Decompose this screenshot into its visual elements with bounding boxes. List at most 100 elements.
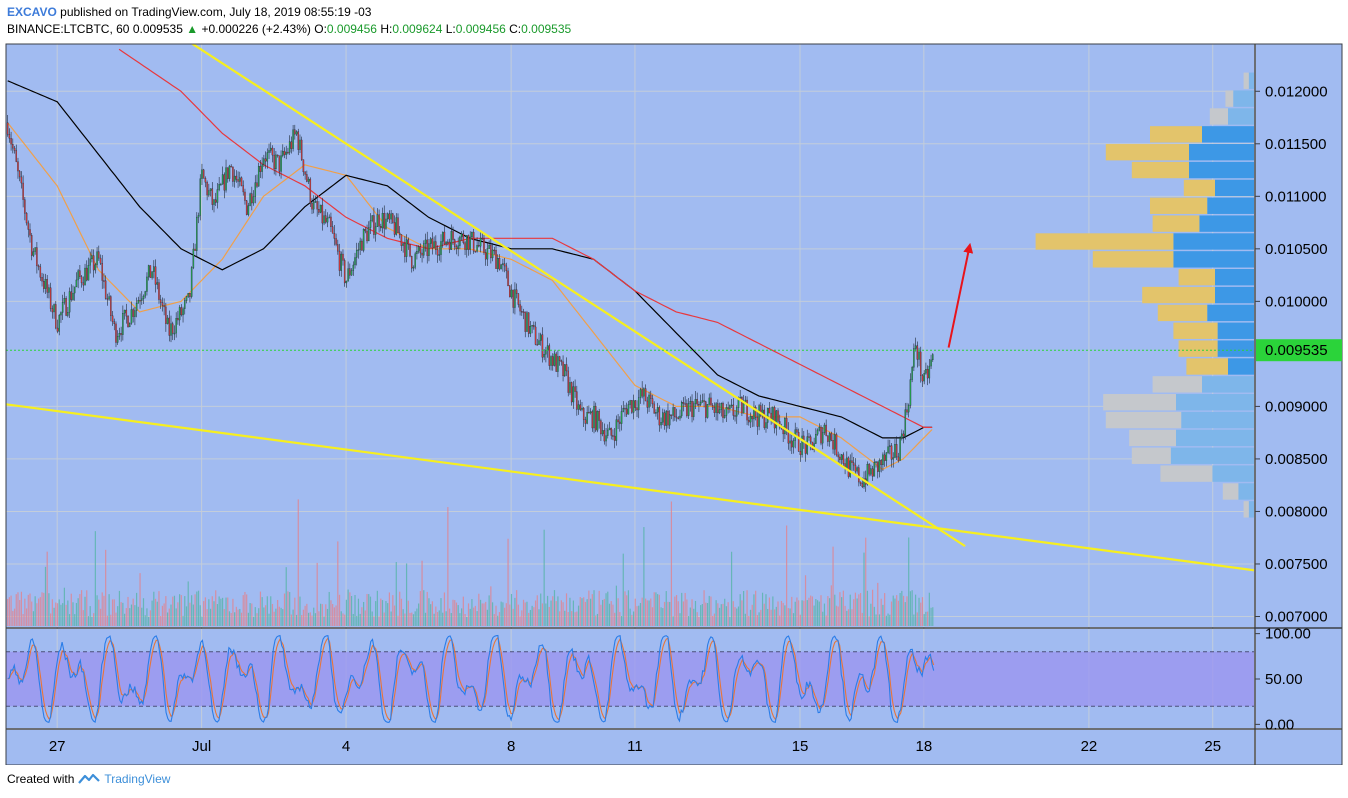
candle-body	[842, 454, 845, 464]
volume-bar	[608, 603, 611, 626]
candle-body	[75, 279, 78, 288]
volume-bar	[729, 616, 731, 626]
volume-bar	[796, 597, 798, 626]
volume-bar	[665, 591, 667, 626]
volume-bar	[887, 613, 889, 626]
volume-bar	[810, 595, 812, 626]
candle-body	[223, 174, 226, 191]
candle-body	[514, 289, 516, 308]
volume-bar	[423, 590, 425, 626]
volume-bar	[619, 612, 621, 626]
candle-body	[85, 267, 88, 281]
volume-bar	[258, 608, 260, 626]
volume-bar	[847, 609, 850, 626]
candle-body	[723, 415, 726, 418]
price-chart[interactable]: 0.012000 0.011500 0.011000 0.010500 0.010000…	[0, 40, 1348, 765]
candle-body	[259, 166, 262, 172]
candle-body	[729, 405, 731, 409]
candle-body	[171, 323, 174, 334]
candle-body	[658, 407, 661, 426]
volume-bar	[218, 596, 220, 626]
volume-bar	[70, 593, 72, 626]
volume-bar	[392, 595, 394, 626]
volume-bar	[32, 611, 35, 626]
volume-bar	[648, 600, 650, 626]
candle-body	[801, 435, 803, 455]
candle-body	[311, 203, 313, 210]
candle-body	[285, 151, 287, 155]
volume-bar	[282, 609, 284, 626]
candle-body	[98, 251, 100, 259]
volume-bar	[115, 612, 117, 626]
volume-bar	[120, 602, 122, 626]
projection-arrow[interactable]	[947, 242, 974, 348]
candle-body	[539, 334, 542, 341]
price-axis[interactable]: 0.012000 0.011500 0.011000 0.010500 0.010000…	[1255, 83, 1328, 625]
volume-bar	[10, 595, 12, 626]
volume-bar	[390, 611, 392, 626]
volume-bar	[514, 597, 516, 626]
volume-bar	[328, 591, 330, 626]
candle-body	[677, 417, 680, 420]
candle-body	[479, 237, 482, 247]
candle-body	[128, 322, 131, 328]
trendlines[interactable]	[6, 40, 1254, 572]
volume-bar	[610, 601, 612, 626]
candle-body	[670, 414, 673, 416]
volume-bar	[545, 603, 547, 626]
candle-body	[545, 350, 547, 355]
volume-bar	[337, 541, 339, 626]
candle-body	[106, 298, 109, 300]
volume-bar	[773, 609, 776, 626]
volume-profile-up	[1207, 197, 1254, 214]
volume-bar	[369, 596, 372, 626]
candle-body	[350, 270, 353, 276]
volume-bar	[839, 592, 841, 626]
candle-body	[111, 315, 114, 322]
volume-bar	[349, 592, 351, 626]
candle-body	[789, 440, 791, 444]
candle-body	[13, 147, 16, 151]
candle-body	[362, 228, 365, 251]
candle-body	[548, 345, 551, 366]
candle-body	[710, 397, 712, 406]
volume-bar	[579, 597, 581, 626]
volume-bar	[314, 613, 317, 626]
volume-bar	[285, 567, 287, 626]
candle-body	[902, 433, 905, 437]
volume-bar	[447, 507, 449, 626]
volume-bar	[168, 608, 170, 626]
candle-body	[634, 400, 637, 408]
volume-bar	[822, 611, 824, 626]
stochastic-lines	[7, 634, 935, 723]
volume-bar	[923, 614, 925, 626]
volume-bar	[204, 597, 207, 626]
candle-body	[660, 422, 662, 426]
volume-bar	[663, 601, 666, 626]
time-axis[interactable]: 27 Jul 4 8 11 15 18 22 25	[49, 738, 1221, 755]
candle-body	[627, 404, 630, 415]
candle-body	[641, 389, 643, 397]
volume-bar	[798, 600, 800, 626]
volume-profile-up	[1176, 429, 1254, 447]
candle-body	[906, 409, 908, 413]
volume-bar	[350, 595, 353, 626]
volume-bar	[528, 612, 530, 626]
candle-body	[643, 388, 645, 397]
volume-bar	[746, 590, 748, 626]
candle-body	[46, 279, 48, 293]
candle-body	[84, 267, 86, 286]
volume-bar	[794, 601, 796, 626]
tradingview-brand[interactable]: TradingView	[104, 772, 171, 786]
volume-bar	[829, 598, 831, 626]
volume-bar	[650, 598, 652, 626]
volume-bar	[521, 610, 523, 626]
candle-body	[319, 204, 322, 213]
candle-body	[151, 271, 153, 278]
candle-body	[72, 292, 74, 300]
candle-body	[751, 416, 753, 420]
candle-body	[644, 388, 647, 402]
candle-body	[589, 411, 592, 414]
author-name[interactable]: EXCAVO	[7, 5, 57, 19]
volume-bar	[8, 597, 10, 626]
